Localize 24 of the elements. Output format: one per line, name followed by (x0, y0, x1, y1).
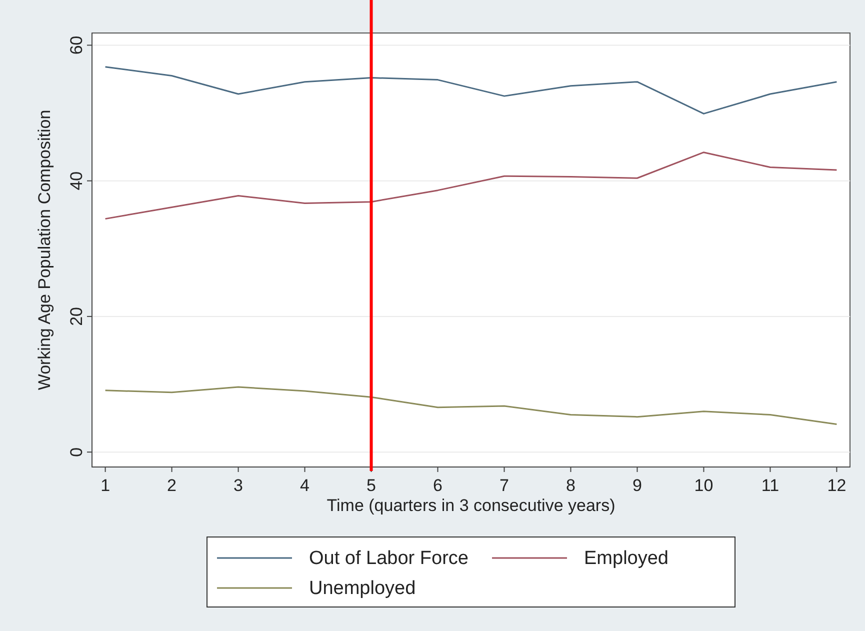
y-axis-title: Working Age Population Composition (35, 110, 54, 390)
legend-label: Unemployed (309, 578, 416, 599)
y-tick-label: 20 (67, 306, 86, 326)
x-tick-label: 2 (167, 476, 177, 495)
y-tick-label: 0 (67, 447, 86, 457)
x-axis-title: Time (quarters in 3 consecutive years) (326, 496, 616, 515)
x-tick-label: 11 (761, 476, 780, 495)
x-tick-label: 9 (632, 476, 642, 495)
x-tick-label: 12 (827, 476, 846, 495)
legend-label: Out of Labor Force (309, 548, 468, 569)
x-tick-label: 10 (694, 476, 714, 495)
y-tick-label: 60 (67, 36, 86, 55)
x-tick-label: 7 (500, 476, 509, 495)
x-tick-label: 4 (300, 476, 310, 495)
x-tick-label: 6 (433, 476, 442, 495)
line-series (104, 66, 838, 114)
line-series (104, 386, 838, 426)
x-tick-label: 1 (100, 476, 110, 495)
x-tick-label: 5 (366, 476, 376, 495)
x-tick-label: 8 (566, 476, 576, 495)
legend-label: Employed (584, 548, 668, 569)
x-tick-label: 3 (234, 476, 244, 495)
y-tick-label: 40 (67, 171, 86, 190)
line-series (104, 152, 838, 220)
